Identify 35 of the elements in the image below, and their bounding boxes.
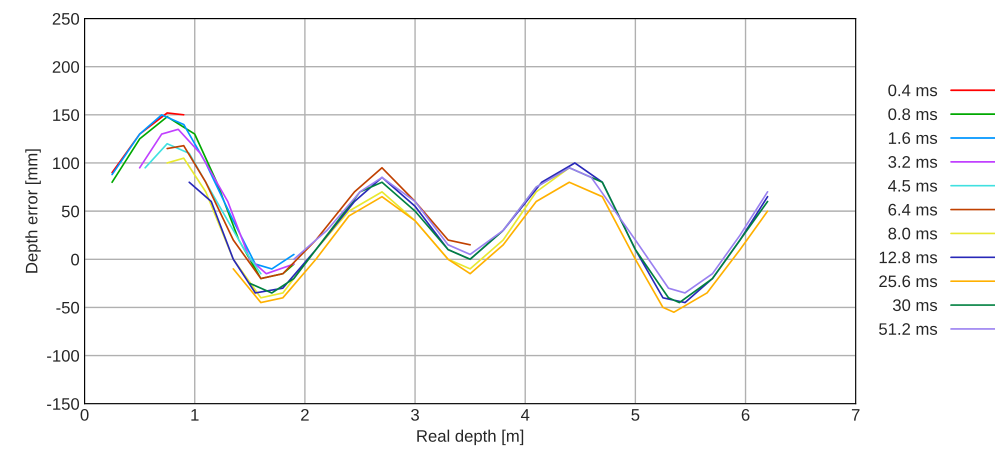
x-tick-label: 6 <box>742 408 750 421</box>
x-tick-label: 0 <box>80 408 89 421</box>
x-tick-label: 2 <box>301 408 309 421</box>
y-tick-label: 100 <box>53 157 80 170</box>
legend-label: 8.0 ms <box>888 228 938 240</box>
legend-label: 6.4 ms <box>888 204 938 216</box>
y-tick-label: 200 <box>52 61 80 73</box>
legend-label: 3.2 ms <box>888 156 938 168</box>
legend-label: 51.2 ms <box>879 323 938 335</box>
line-series <box>232 181 768 314</box>
legend-label: 0.4 ms <box>888 84 938 96</box>
x-tick-label: 5 <box>631 409 640 421</box>
legend-label: 25.6 ms <box>879 275 938 288</box>
y-axis-title: Depth error [mm] <box>25 149 41 273</box>
y-tick-label: 250 <box>52 12 80 25</box>
x-tick-label: 4 <box>520 409 530 421</box>
line-series <box>111 112 185 174</box>
line-series <box>138 128 295 275</box>
legend-label: 12.8 ms <box>880 252 938 264</box>
y-tick-label: -100 <box>47 350 80 362</box>
y-tick-label: 50 <box>62 206 80 218</box>
x-axis-title: Real depth [m] <box>417 430 524 446</box>
legend-label: 0.8 ms <box>888 108 938 120</box>
legend-label: 1.6 ms <box>888 132 938 144</box>
y-tick-label: 150 <box>53 109 80 122</box>
y-tick-label: 0 <box>71 254 80 266</box>
legend-label: 4.5 ms <box>888 180 938 192</box>
y-tick-label: -150 <box>47 398 80 410</box>
x-tick-label: 3 <box>411 408 419 421</box>
line-series <box>144 142 262 275</box>
line-series <box>166 144 471 280</box>
legend-label: 30 ms <box>892 299 938 312</box>
x-tick-label: 7 <box>852 409 860 421</box>
y-tick-label: -50 <box>56 302 80 314</box>
x-tick-label: 1 <box>191 409 199 421</box>
